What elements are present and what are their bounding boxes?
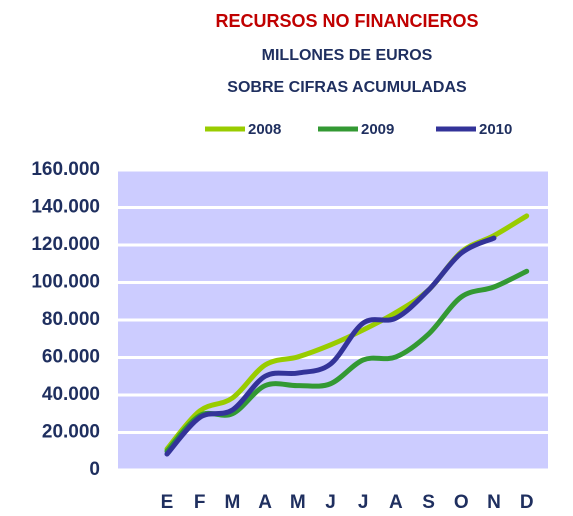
legend-label: 2008 — [248, 121, 281, 138]
y-tick-label: 100.000 — [31, 272, 100, 293]
chart-subtitle: SOBRE CIFRAS ACUMULADAS — [227, 79, 467, 96]
x-tick-label: F — [194, 492, 206, 513]
y-tick-label: 80.000 — [42, 309, 100, 330]
series-line — [164, 268, 530, 454]
x-tick-label: A — [258, 492, 272, 513]
legend-label: 2010 — [479, 121, 512, 138]
y-tick-label: 40.000 — [42, 384, 100, 405]
x-tick-label: D — [520, 492, 534, 513]
y-tick-label: 60.000 — [42, 347, 100, 368]
y-tick-label: 0 — [89, 459, 100, 480]
chart-subtitle: MILLONES DE EUROS — [262, 47, 433, 64]
y-tick-label: 20.000 — [42, 422, 100, 443]
legend-label: 2009 — [361, 121, 394, 138]
x-tick-label: M — [224, 492, 240, 513]
x-tick-label: M — [290, 492, 306, 513]
x-tick-label: N — [487, 492, 501, 513]
x-tick-label: A — [389, 492, 403, 513]
x-tick-label: O — [454, 492, 469, 513]
y-tick-label: 140.000 — [31, 197, 100, 218]
series-line — [164, 235, 497, 457]
x-tick-label: J — [358, 492, 369, 513]
x-tick-label: E — [161, 492, 174, 513]
chart-title: RECURSOS NO FINANCIEROS — [215, 11, 478, 31]
x-tick-label: S — [422, 492, 435, 513]
y-tick-label: 120.000 — [31, 234, 100, 255]
x-tick-label: J — [325, 492, 336, 513]
y-tick-label: 160.000 — [31, 159, 100, 180]
